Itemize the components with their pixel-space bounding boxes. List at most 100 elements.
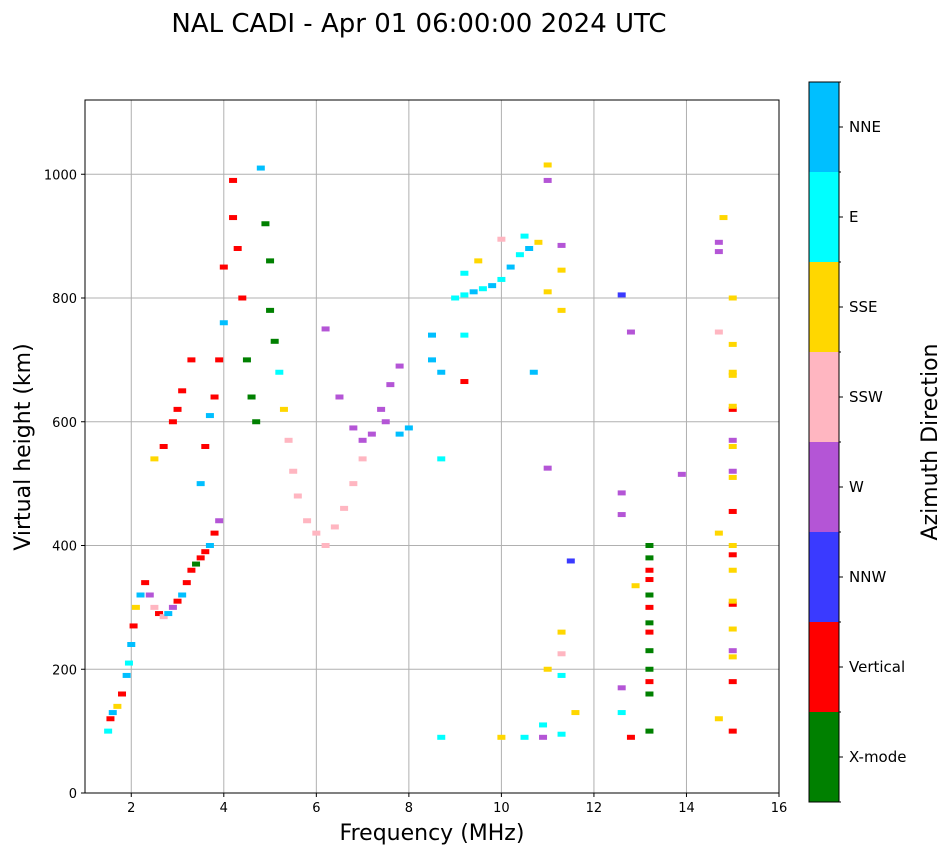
data-point [645, 679, 654, 685]
data-point [187, 567, 196, 573]
data-point [349, 425, 358, 431]
data-point [539, 734, 548, 740]
colorbar: X-mode Vertical NNW W SSW SSE E NNE [808, 81, 906, 803]
data-point [428, 332, 436, 338]
data-point [645, 543, 654, 548]
data-point [358, 437, 367, 443]
data-point [233, 246, 242, 251]
y-tick-label: 1000 [44, 168, 77, 183]
data-point [159, 614, 168, 620]
data-point [645, 666, 654, 672]
data-point [469, 289, 478, 295]
data-point [497, 236, 506, 242]
data-point [210, 394, 219, 400]
data-point [127, 642, 136, 647]
data-point [534, 239, 543, 245]
colorbar-segment [809, 622, 839, 712]
colorbar-tick-label: NNE [849, 118, 881, 136]
colorbar-tick-label: Vertical [849, 658, 905, 676]
colorbar-segment [809, 712, 839, 802]
data-point [270, 338, 279, 344]
data-point [428, 357, 436, 363]
data-point [266, 258, 275, 264]
data-point [168, 604, 177, 610]
data-point [145, 592, 154, 598]
data-point [728, 567, 737, 573]
x-tick-label: 8 [405, 801, 413, 816]
data-point [159, 444, 168, 449]
data-point [626, 734, 635, 740]
data-point [714, 530, 723, 536]
plot-frame [84, 99, 780, 794]
x-tick-label: 10 [493, 801, 510, 816]
data-point [543, 177, 552, 183]
data-point [506, 264, 515, 270]
y-axis-ticks: 0 200 400 600 800 1000 [44, 168, 85, 802]
colorbar-segment [809, 262, 839, 352]
data-point [728, 601, 737, 607]
data-point [321, 543, 330, 548]
data-point [129, 623, 138, 629]
data-point [645, 728, 654, 734]
data-point [645, 620, 654, 626]
data-point [557, 267, 566, 273]
data-point [525, 246, 534, 251]
data-point [520, 233, 529, 239]
y-tick-label: 0 [69, 787, 77, 802]
data-point [714, 329, 723, 335]
colorbar-segment [809, 352, 839, 442]
data-point [728, 369, 737, 375]
data-point [219, 320, 228, 326]
grid-lines [85, 100, 779, 793]
data-point [349, 481, 358, 487]
data-point [187, 357, 196, 363]
data-point [677, 471, 686, 477]
y-tick-label: 600 [52, 416, 77, 431]
data-point [645, 691, 654, 697]
data-point [312, 530, 321, 536]
data-point [141, 580, 150, 586]
data-point [539, 722, 548, 728]
data-point [543, 162, 552, 168]
data-point [543, 465, 552, 471]
data-point [714, 716, 723, 722]
data-point [247, 394, 256, 400]
data-point [617, 490, 626, 496]
data-point [113, 703, 122, 709]
data-point [182, 580, 191, 586]
data-point [488, 283, 497, 289]
data-point [196, 555, 205, 561]
data-point [437, 369, 446, 375]
x-axis-label: Frequency (MHz) [340, 821, 525, 846]
data-point [330, 524, 339, 530]
data-point [219, 264, 228, 270]
data-point [256, 165, 265, 171]
data-point [122, 672, 131, 678]
data-point [520, 734, 529, 740]
data-point [279, 406, 288, 412]
data-point [617, 292, 626, 298]
data-point [104, 728, 113, 734]
data-point [571, 710, 580, 716]
colorbar-tick-label: NNW [849, 568, 886, 586]
data-point [543, 666, 552, 672]
data-point [557, 731, 566, 737]
y-tick-label: 800 [52, 292, 77, 307]
data-point [178, 592, 187, 598]
data-point [293, 493, 302, 499]
data-point [229, 215, 238, 221]
y-axis-label: Virtual height (km) [11, 343, 36, 550]
colorbar-tick-label: X-mode [849, 748, 906, 766]
data-point [728, 403, 737, 409]
data-point [210, 530, 219, 536]
data-point [728, 341, 737, 347]
data-point [515, 252, 524, 258]
data-point [178, 388, 187, 394]
data-point [728, 654, 737, 660]
data-point [261, 221, 270, 227]
data-point [645, 577, 654, 583]
data-point [131, 604, 140, 610]
data-point [728, 552, 737, 558]
colorbar-segment [809, 82, 839, 172]
